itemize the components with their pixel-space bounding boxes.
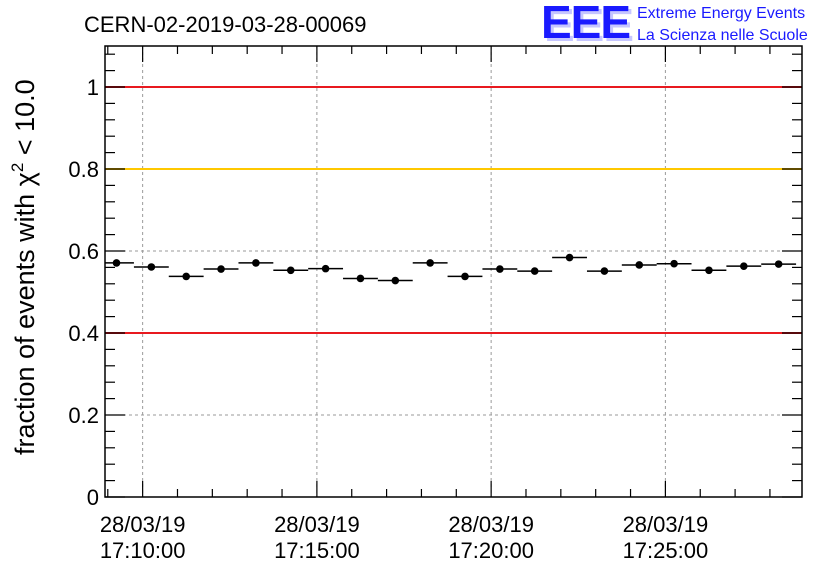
data-point — [182, 272, 191, 281]
x-tick-label-time: 17:25:00 — [623, 538, 709, 563]
x-tick-label-date: 28/03/19 — [448, 512, 534, 537]
eee-logo-text: EEE — [541, 0, 630, 48]
x-tick-labels: 28/03/1917:10:0028/03/1917:15:0028/03/19… — [100, 512, 708, 563]
data-point — [217, 265, 225, 273]
brand-line-2: La Scienza nelle Scuole — [637, 27, 808, 44]
data-point — [600, 267, 609, 275]
y-tick-label: 0.6 — [68, 239, 99, 264]
brand-line-1: Extreme Energy Events — [637, 5, 805, 22]
y-tick-label: 0.8 — [68, 157, 99, 182]
eee-logo-shadow: EEE — [544, 0, 633, 51]
y-tick-label: 0.2 — [68, 403, 99, 428]
y-axis-label-symbol: χ — [10, 172, 40, 186]
x-tick-label-date: 28/03/19 — [100, 512, 186, 537]
data-point — [530, 267, 539, 275]
y-tick-label: 0 — [87, 485, 99, 510]
data-points — [105, 253, 797, 285]
x-tick-label-time: 17:10:00 — [100, 538, 186, 563]
data-point — [740, 262, 748, 270]
y-tick-labels: 0 0.2 0.4 0.6 0.8 1 — [68, 75, 99, 510]
data-point — [496, 265, 504, 273]
data-point — [321, 264, 330, 273]
plot-frame — [104, 45, 803, 498]
data-point — [635, 261, 644, 269]
data-point — [461, 272, 469, 281]
y-axis-label-superscript: 2 — [8, 163, 27, 172]
data-point — [670, 259, 678, 268]
y-tick-label: 0.4 — [68, 321, 99, 346]
x-tick-label-date: 28/03/19 — [274, 512, 360, 537]
y-axis-label-prefix: fraction of events with — [10, 186, 40, 455]
data-point — [705, 266, 713, 275]
eee-logo: EEE EEE — [541, 0, 634, 51]
x-tick-label-date: 28/03/19 — [623, 512, 709, 537]
reference-lines — [105, 86, 802, 334]
data-point — [774, 260, 783, 268]
data-point — [252, 259, 260, 267]
data-point — [391, 276, 400, 285]
y-tick-label: 1 — [87, 75, 99, 100]
x-tick-label-time: 17:15:00 — [274, 538, 360, 563]
x-tick-label-time: 17:20:00 — [448, 538, 534, 563]
data-point — [356, 274, 365, 283]
chart-title: CERN-02-2019-03-28-00069 — [84, 12, 367, 37]
y-axis-label-suffix: < 10.0 — [10, 79, 40, 162]
y-axis-label: fraction of events with χ2 < 10.0 — [8, 79, 40, 455]
data-point — [565, 253, 574, 262]
data-point — [286, 266, 295, 275]
data-point — [112, 259, 121, 267]
data-point — [147, 263, 156, 271]
data-point — [426, 259, 434, 267]
